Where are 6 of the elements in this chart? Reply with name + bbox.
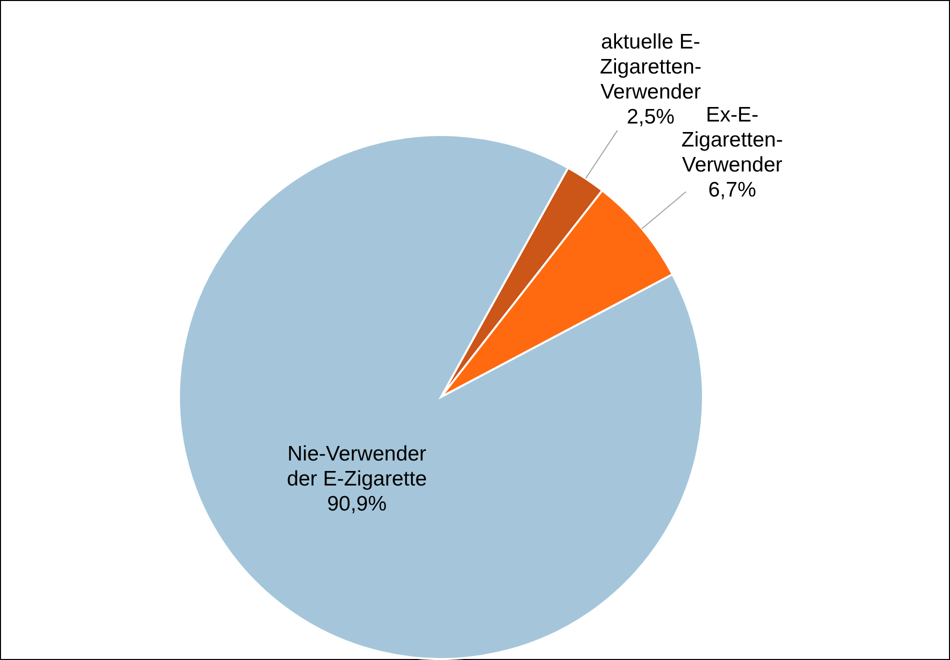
data-label: 6,7% <box>708 178 756 202</box>
slice-label: Ex-E-Zigaretten-Verwender <box>681 104 783 177</box>
data-label: 90,9% <box>327 492 387 516</box>
slice-label: Nie-Verwender der E-Zigarette <box>286 442 427 491</box>
data-label: 2,5% <box>626 106 675 129</box>
slice-label: aktuelle E-Zigaretten-Verwender <box>600 30 702 104</box>
